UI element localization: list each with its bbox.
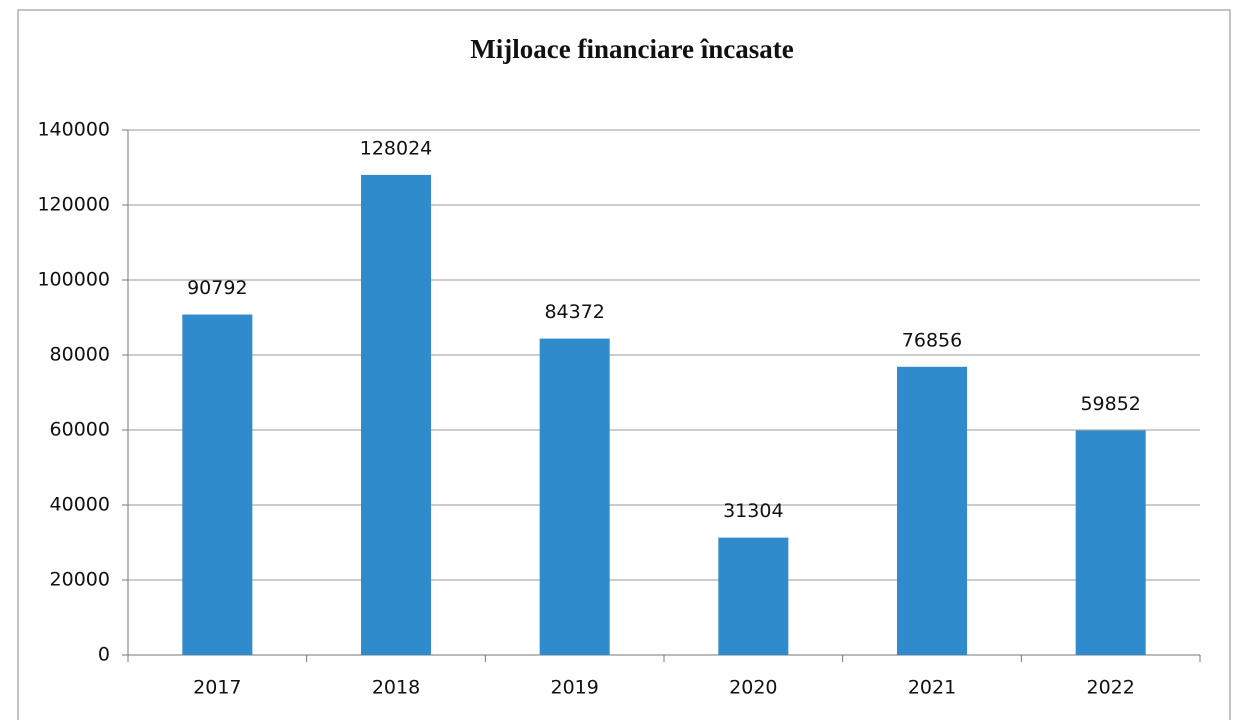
data-label: 90792 xyxy=(187,277,247,299)
y-tick-label: 140000 xyxy=(37,119,110,141)
bar xyxy=(361,174,431,655)
data-label: 59852 xyxy=(1080,393,1140,415)
y-tick-label: 120000 xyxy=(37,194,110,216)
y-tick-label: 40000 xyxy=(50,494,110,516)
y-tick-label: 80000 xyxy=(50,344,110,366)
x-tick-label: 2022 xyxy=(1086,677,1134,699)
y-tick-label: 100000 xyxy=(37,269,110,291)
data-label: 76856 xyxy=(902,329,962,351)
chart-title: Mijloace financiare încasate xyxy=(470,34,793,64)
y-tick-label: 60000 xyxy=(50,419,110,441)
x-tick-label: 2020 xyxy=(729,677,777,699)
bar xyxy=(1075,430,1146,655)
bar xyxy=(897,366,967,655)
x-tick-label: 2017 xyxy=(193,677,241,699)
y-tick-label: 0 xyxy=(98,644,110,666)
y-tick-label: 20000 xyxy=(50,569,110,591)
data-label: 128024 xyxy=(360,137,433,159)
x-tick-label: 2018 xyxy=(372,677,420,699)
x-tick-label: 2019 xyxy=(550,677,598,699)
bar xyxy=(539,338,610,655)
data-label: 31304 xyxy=(723,500,783,522)
bar xyxy=(718,537,789,655)
x-tick-label: 2021 xyxy=(908,677,956,699)
data-label: 84372 xyxy=(544,301,604,323)
bar xyxy=(182,314,253,655)
